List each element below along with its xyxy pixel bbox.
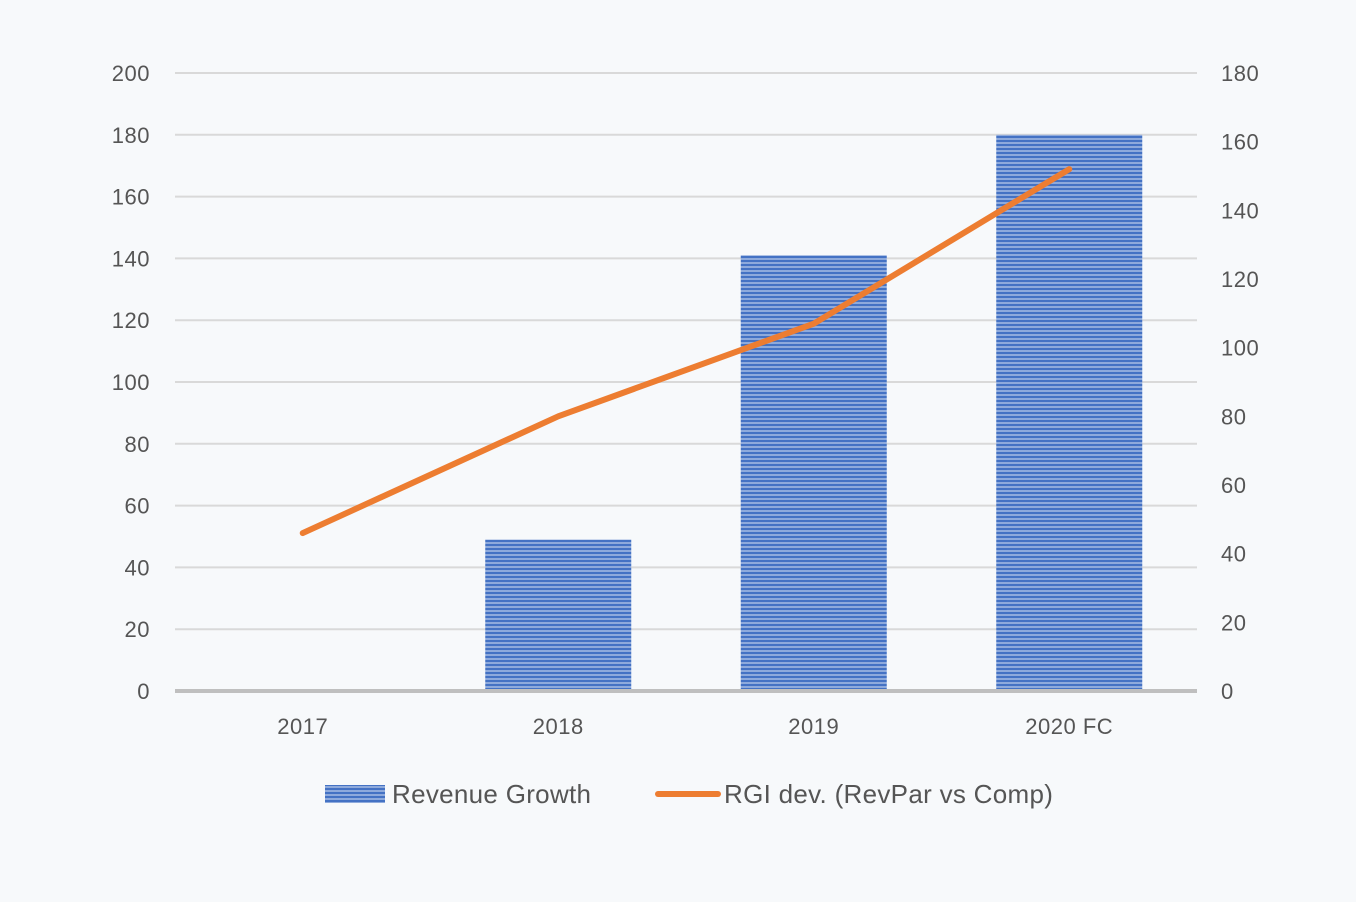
gridlines	[175, 72, 1197, 631]
right-tick-label: 100	[1221, 336, 1259, 361]
legend: Revenue Growth RGI dev. (RevPar vs Comp)	[325, 779, 1053, 809]
right-tick-label: 60	[1221, 473, 1246, 498]
right-tick-label: 140	[1221, 198, 1259, 223]
line-path	[299, 166, 1073, 537]
left-tick-label: 40	[125, 555, 150, 580]
category-label: 2017	[277, 714, 328, 739]
right-tick-label: 180	[1221, 61, 1259, 86]
category-label: 2020 FC	[1025, 714, 1113, 739]
bar-2020-fc	[996, 134, 1143, 692]
left-tick-label: 180	[112, 123, 150, 148]
right-tick-label: 40	[1221, 542, 1246, 567]
bar-2019	[740, 255, 887, 691]
bar-2018	[485, 539, 632, 691]
line-series-rgi-dev	[299, 166, 1073, 537]
category-label: 2018	[533, 714, 584, 739]
left-tick-label: 0	[137, 679, 150, 704]
left-tick-label: 200	[112, 61, 150, 86]
right-tick-label: 20	[1221, 610, 1246, 635]
right-tick-label: 80	[1221, 404, 1246, 429]
left-tick-label: 80	[125, 432, 150, 457]
right-tick-label: 160	[1221, 130, 1259, 155]
left-tick-label: 140	[112, 246, 150, 271]
right-tick-label: 0	[1221, 679, 1234, 704]
left-tick-label: 120	[112, 308, 150, 333]
left-tick-label: 60	[125, 494, 150, 519]
left-tick-label: 160	[112, 185, 150, 210]
left-tick-label: 100	[112, 370, 150, 395]
left-y-axis: 0 20 40 60 80 100 120 140 160 180 200	[112, 61, 150, 704]
category-labels: 2017 2018 2019 2020 FC	[277, 714, 1113, 739]
left-tick-label: 20	[125, 617, 150, 642]
right-tick-label: 120	[1221, 267, 1259, 292]
legend-label-rgi-dev: RGI dev. (RevPar vs Comp)	[724, 779, 1053, 809]
legend-label-revenue-growth: Revenue Growth	[392, 779, 591, 809]
bar-series-revenue-growth	[485, 134, 1143, 692]
category-label: 2019	[788, 714, 839, 739]
right-y-axis: 0 20 40 60 80 100 120 140 160 180	[1221, 61, 1259, 704]
legend-swatch-revenue-growth	[325, 785, 385, 803]
